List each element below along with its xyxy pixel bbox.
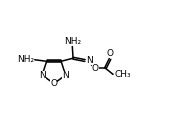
Text: N: N <box>62 71 69 80</box>
Text: O: O <box>91 64 99 73</box>
Text: CH₃: CH₃ <box>114 70 131 79</box>
Text: O: O <box>50 79 57 88</box>
Text: N: N <box>39 71 45 80</box>
Text: N: N <box>86 56 93 65</box>
Text: O: O <box>107 49 114 58</box>
Text: NH₂: NH₂ <box>17 55 34 64</box>
Text: NH₂: NH₂ <box>64 37 81 45</box>
